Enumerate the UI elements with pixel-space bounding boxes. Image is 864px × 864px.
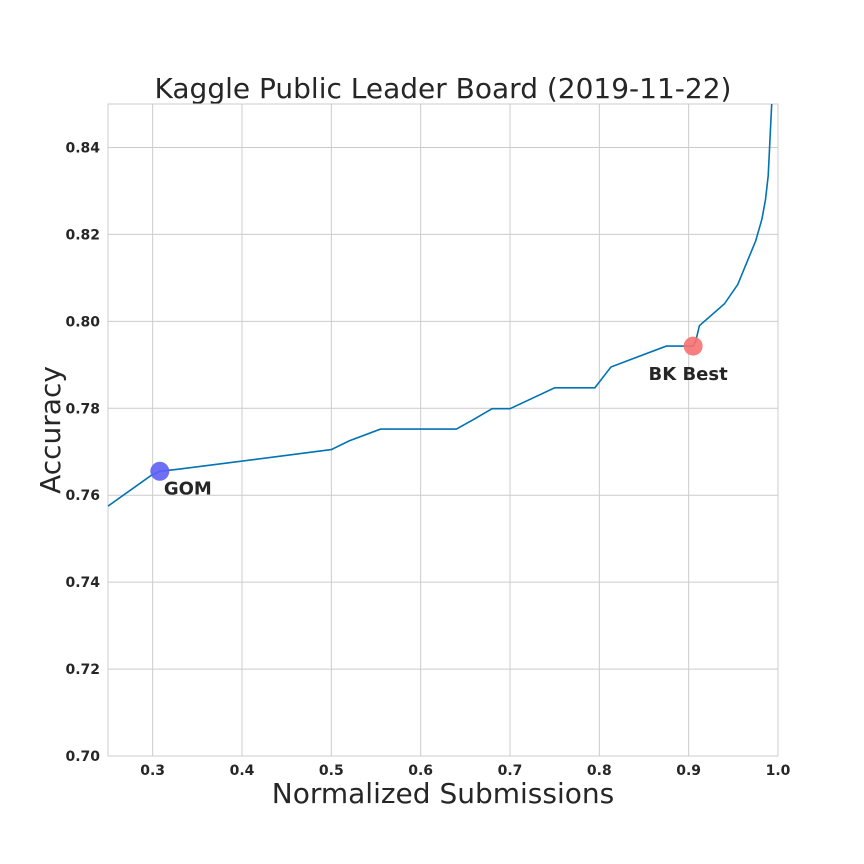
y-tick-label: 0.76 bbox=[65, 488, 100, 504]
x-tick-label: 0.7 bbox=[498, 763, 523, 779]
x-axis-label: Normalized Submissions bbox=[272, 777, 614, 810]
plot-area-frame bbox=[107, 103, 779, 757]
point-bk-best bbox=[683, 336, 703, 356]
x-tick-label: 0.3 bbox=[140, 763, 165, 779]
x-tick-label: 0.9 bbox=[676, 763, 701, 779]
y-tick-label: 0.82 bbox=[65, 227, 100, 243]
point-label: GOM bbox=[164, 478, 212, 499]
y-tick-label: 0.72 bbox=[65, 662, 100, 678]
y-tick-label: 0.78 bbox=[65, 401, 100, 417]
y-tick-label: 0.70 bbox=[65, 749, 100, 765]
y-tick-label: 0.80 bbox=[65, 314, 100, 330]
accuracy-curve bbox=[107, 103, 773, 507]
x-tick-label: 0.6 bbox=[408, 763, 433, 779]
point-gom bbox=[150, 461, 170, 481]
y-tick-label: 0.74 bbox=[65, 575, 100, 591]
highlight-points: GOM BK Best bbox=[150, 336, 729, 499]
x-tick-labels: 0.3 0.4 0.5 0.6 0.7 0.8 0.9 1.0 bbox=[140, 763, 790, 779]
x-tick-label: 1.0 bbox=[766, 763, 791, 779]
grid-lines bbox=[108, 104, 779, 757]
x-tick-label: 0.5 bbox=[319, 763, 344, 779]
y-tick-label: 0.84 bbox=[65, 140, 100, 156]
chart-title: Kaggle Public Leader Board (2019-11-22) bbox=[155, 72, 732, 105]
y-axis-label: Accuracy bbox=[34, 366, 67, 494]
x-tick-label: 0.4 bbox=[230, 763, 255, 779]
x-tick-label: 0.8 bbox=[587, 763, 612, 779]
y-tick-labels: 0.70 0.72 0.74 0.76 0.78 0.80 0.82 0.84 bbox=[65, 140, 100, 765]
point-label: BK Best bbox=[649, 364, 729, 385]
